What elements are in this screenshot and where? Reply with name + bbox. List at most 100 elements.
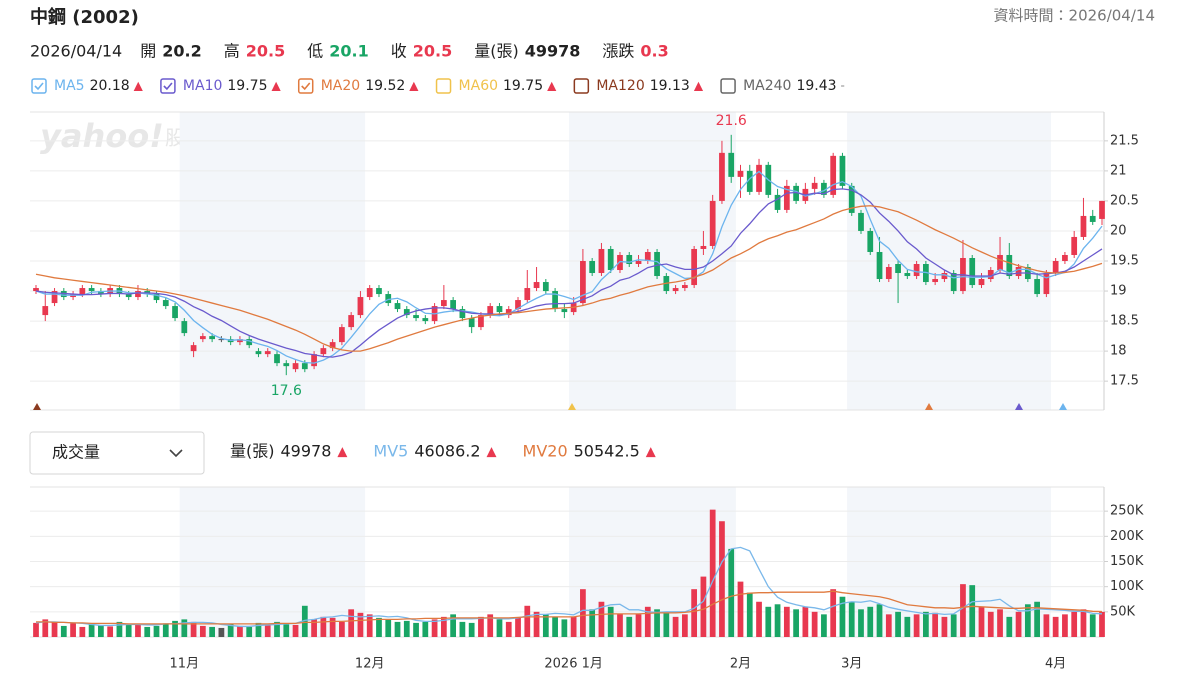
volume-bar bbox=[923, 611, 929, 637]
y-tick-label: 21 bbox=[1110, 163, 1127, 178]
volume-bar bbox=[255, 622, 262, 637]
volume-bar bbox=[505, 621, 512, 637]
data-timestamp: 資料時間：2026/04/14 bbox=[994, 7, 1155, 25]
volume-bar bbox=[440, 616, 447, 637]
selector-label[interactable]: 成交量 bbox=[52, 443, 100, 462]
legend-name: MA20 bbox=[321, 78, 360, 94]
x-tick-label: 2月 bbox=[730, 657, 751, 672]
volume-bar bbox=[311, 619, 317, 637]
candle-body bbox=[450, 300, 457, 310]
volume-bar bbox=[172, 620, 178, 637]
quote-row: 2026/04/14 開 20.2 高 20.5 低 20.1 收 20.5 量(張) 49978 漲… bbox=[30, 42, 669, 61]
volume-bar bbox=[570, 616, 577, 637]
candle-body bbox=[1052, 261, 1059, 274]
volume-bar bbox=[700, 576, 707, 637]
x-tick-label: 12月 bbox=[355, 657, 385, 672]
volume-bar bbox=[515, 617, 521, 637]
volume-bar bbox=[533, 611, 540, 637]
volume-bar bbox=[135, 624, 141, 637]
volume-bar bbox=[681, 614, 688, 637]
y-tick-label: 20.5 bbox=[1110, 193, 1139, 208]
candle-body bbox=[357, 297, 364, 316]
legend-trend: ▲ bbox=[547, 79, 557, 93]
volume-bar bbox=[978, 606, 985, 637]
volume-bar bbox=[320, 616, 327, 637]
candle-body bbox=[329, 342, 336, 349]
candle-body bbox=[79, 288, 86, 295]
candle-body bbox=[895, 264, 901, 274]
candle-body bbox=[691, 248, 698, 286]
legend-name: MA60 bbox=[459, 78, 498, 94]
month-bands bbox=[179, 112, 1052, 637]
candle-body bbox=[162, 300, 169, 307]
x-tick-label: 3月 bbox=[841, 657, 862, 672]
volume-selector[interactable]: 成交量 bbox=[29, 431, 205, 475]
candle-body bbox=[978, 279, 985, 286]
volume-bar bbox=[218, 627, 225, 637]
candle-body bbox=[756, 164, 762, 192]
candle-body bbox=[783, 185, 790, 210]
volume-bar bbox=[932, 612, 939, 637]
volume-bar bbox=[246, 626, 253, 637]
volume-bar bbox=[199, 625, 206, 637]
legend-name: MA240 bbox=[743, 78, 791, 94]
candle-body bbox=[885, 267, 892, 280]
candle-body bbox=[672, 288, 679, 292]
volume-bar bbox=[969, 585, 976, 637]
legend-checkbox bbox=[297, 78, 314, 94]
legend-checkbox bbox=[31, 78, 47, 94]
legend-value: 19.75 bbox=[227, 78, 267, 94]
candle-body bbox=[348, 315, 355, 328]
volume-bar bbox=[98, 625, 104, 637]
candle-body bbox=[830, 155, 837, 195]
signal-markers bbox=[33, 403, 1067, 410]
candle-body bbox=[98, 291, 104, 295]
candle-body bbox=[839, 155, 846, 186]
candle-body bbox=[468, 318, 475, 328]
legend-value: 19.52 bbox=[365, 78, 405, 94]
legend-trend: ▲ bbox=[487, 445, 497, 460]
volume-bar bbox=[403, 620, 410, 637]
y-tick-label: 17.5 bbox=[1110, 374, 1139, 389]
x-tick-label: 4月 bbox=[1045, 657, 1066, 672]
candle-body bbox=[385, 294, 392, 304]
candle-body bbox=[793, 185, 799, 201]
y-tick-label: 200K bbox=[1110, 529, 1144, 544]
legend-check bbox=[163, 82, 173, 91]
ma-lines bbox=[35, 170, 1103, 628]
quote-value: 49978 bbox=[525, 42, 581, 61]
candle-body bbox=[932, 279, 939, 283]
legend-checkbox bbox=[573, 78, 590, 94]
candle-body bbox=[941, 273, 948, 280]
volume-bar bbox=[339, 621, 345, 637]
selector-box[interactable] bbox=[29, 431, 205, 475]
marks: 21.6 17.6 bbox=[33, 113, 1105, 637]
volume-bar bbox=[274, 621, 280, 637]
candle-body bbox=[51, 291, 58, 304]
volume-bar bbox=[811, 611, 818, 637]
signal-marker bbox=[33, 403, 41, 410]
legend-trend: ▲ bbox=[134, 79, 144, 93]
legend-check bbox=[34, 82, 44, 91]
quote-date: 2026/04/14 bbox=[30, 42, 122, 61]
candle-body bbox=[459, 309, 466, 319]
legend-name: MA10 bbox=[183, 78, 222, 94]
volume-bar bbox=[51, 621, 58, 637]
volume-bar bbox=[552, 616, 558, 637]
candle-body bbox=[1071, 236, 1078, 255]
grid: 17.5 18 18.5 19 19.5 20 20.5 21 21.5 50K 100K 150K 2… bbox=[30, 111, 1144, 638]
volume-bar bbox=[162, 623, 169, 637]
quote-label: 高 bbox=[224, 42, 240, 61]
volume-bar bbox=[997, 609, 1003, 637]
chevron bbox=[169, 449, 183, 458]
volume-bar bbox=[1024, 604, 1031, 637]
volume-bar bbox=[33, 622, 39, 637]
candle-body bbox=[255, 351, 262, 355]
volume-bar bbox=[746, 592, 753, 637]
volume-bar bbox=[524, 605, 531, 637]
volume-bar bbox=[42, 619, 49, 637]
candle-body bbox=[88, 288, 95, 292]
volume-bar bbox=[292, 624, 299, 637]
volume-bar bbox=[116, 621, 123, 637]
